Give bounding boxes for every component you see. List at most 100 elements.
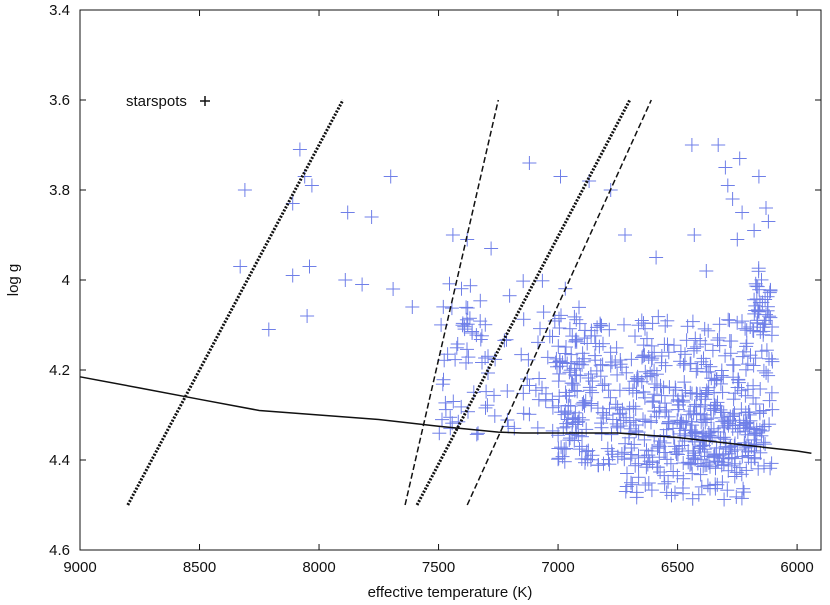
data-point: [693, 467, 708, 482]
data-point: [448, 352, 463, 367]
data-point: [641, 476, 656, 490]
data-point: [594, 318, 609, 333]
data-point: [438, 402, 453, 417]
data-point: [744, 455, 759, 470]
data-point: [746, 378, 761, 393]
data-point: [516, 406, 531, 421]
legend: starspots: [126, 93, 210, 110]
data-point: [670, 413, 685, 428]
data-point: [578, 451, 593, 466]
data-point: [697, 321, 712, 336]
data-point: [542, 329, 557, 344]
data-point: [742, 407, 757, 422]
lines-layer: [79, 99, 812, 506]
data-point: [629, 386, 644, 400]
data-point: [444, 301, 459, 316]
data-point: [709, 398, 724, 413]
data-point: [551, 339, 566, 354]
data-point: [553, 169, 568, 184]
legend-label: starspots: [126, 93, 187, 110]
data-point: [577, 331, 592, 346]
data-point: [624, 352, 639, 367]
data-point: [657, 337, 672, 352]
data-point: [479, 384, 494, 399]
data-point: [679, 414, 694, 429]
y-tick-label: 3.4: [49, 2, 70, 19]
data-point: [580, 336, 595, 351]
data-point: [687, 228, 702, 242]
data-point: [575, 412, 590, 427]
data-point: [300, 309, 315, 323]
data-point: [552, 366, 567, 381]
data-point: [727, 406, 742, 421]
data-point: [735, 205, 750, 220]
data-point: [684, 138, 699, 152]
data-point: [651, 309, 666, 324]
data-point: [740, 415, 754, 430]
data-point: [604, 444, 619, 459]
y-tick-label: 4.6: [49, 542, 70, 559]
data-point: [545, 400, 560, 415]
data-point: [659, 422, 674, 437]
data-point: [566, 378, 581, 392]
data-point: [691, 487, 706, 502]
data-point: [701, 455, 716, 470]
data-point: [562, 365, 577, 380]
data-point: [740, 357, 755, 372]
data-point: [746, 390, 761, 405]
data-point: [460, 301, 475, 315]
data-point: [720, 483, 735, 498]
data-point: [499, 332, 514, 347]
data-point: [660, 313, 675, 328]
data-point: [670, 468, 685, 483]
data-point: [762, 285, 777, 300]
data-point: [478, 351, 493, 365]
data-point: [647, 363, 662, 378]
data-point: [528, 383, 543, 398]
data-point: [481, 366, 495, 380]
data-point: [725, 357, 740, 372]
data-point: [623, 451, 638, 466]
data-point: [583, 367, 598, 381]
data-point: [748, 303, 763, 318]
data-point: [668, 444, 683, 459]
data-point: [690, 361, 705, 376]
data-point: [739, 339, 754, 354]
data-point: [710, 333, 725, 348]
data-point: [593, 318, 608, 333]
data-point: [631, 470, 646, 485]
data-point: [763, 282, 778, 297]
data-point: [740, 382, 755, 397]
data-point: [587, 348, 602, 363]
data-point: [734, 402, 749, 417]
x-tick-label: 8000: [302, 559, 335, 576]
data-point: [750, 316, 764, 331]
data-point: [683, 404, 698, 419]
data-point: [619, 365, 634, 380]
data-point: [340, 205, 355, 220]
data-point: [471, 426, 485, 441]
data-point: [605, 355, 619, 370]
data-point: [693, 406, 708, 421]
data-point: [684, 456, 699, 471]
data-point: [618, 436, 633, 451]
data-point: [564, 347, 579, 362]
data-point: [661, 345, 676, 360]
data-point: [761, 368, 776, 383]
data-point: [675, 481, 690, 495]
data-point: [445, 228, 460, 242]
data-point: [540, 350, 555, 365]
x-tick-label: 7000: [541, 559, 574, 576]
data-point: [600, 441, 615, 456]
legend-marker: [200, 96, 210, 106]
data-point: [364, 210, 379, 224]
data-point: [651, 438, 666, 452]
data-point: [707, 373, 722, 388]
data-point: [631, 425, 646, 440]
data-point: [481, 349, 495, 364]
data-point: [712, 317, 727, 332]
data-point: [532, 371, 547, 386]
data-point: [538, 393, 553, 408]
data-point: [595, 357, 610, 372]
data-point: [561, 398, 576, 413]
